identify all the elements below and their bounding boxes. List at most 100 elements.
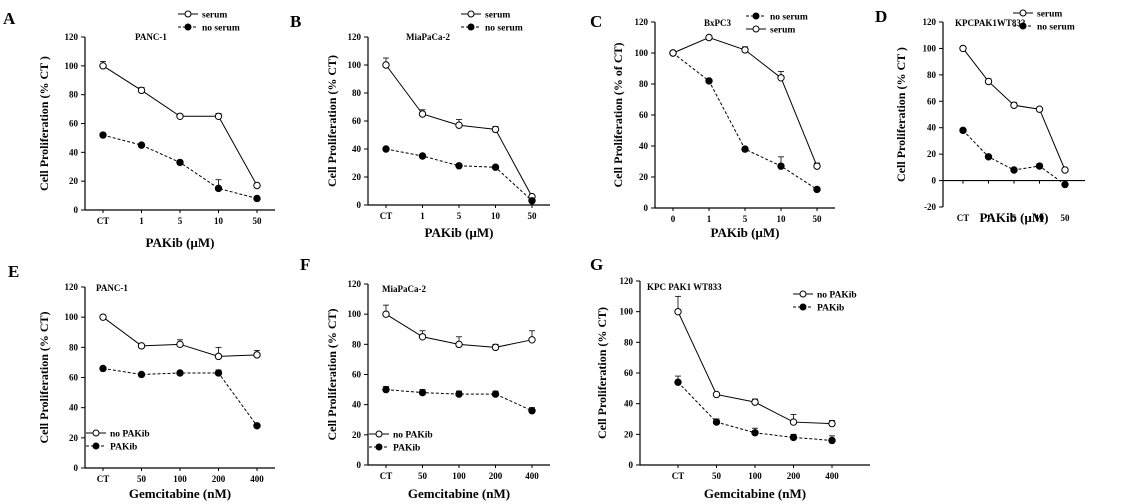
legend-marker bbox=[92, 429, 100, 437]
x-tick-label: CT bbox=[380, 471, 393, 481]
chart-panel-d: D -20 0 20 40 60 80 100 120 CT 1 5 10 50 KPCPAK1WT833 P… bbox=[875, 7, 1085, 225]
y-tick-label: 40 bbox=[352, 144, 362, 154]
data-point bbox=[1035, 105, 1044, 113]
legend-marker bbox=[375, 430, 383, 438]
series-1 bbox=[382, 385, 536, 415]
data-point bbox=[741, 145, 749, 153]
legend-label: no PAKib bbox=[817, 291, 857, 301]
x-axis-label: PAKib (µM) bbox=[146, 235, 215, 250]
legend-marker bbox=[467, 23, 475, 31]
x-tick-label: 50 bbox=[813, 214, 823, 224]
data-point bbox=[674, 307, 682, 316]
legend-marker bbox=[752, 12, 760, 20]
y-tick-label: 100 bbox=[65, 312, 79, 322]
series-0 bbox=[382, 57, 536, 201]
y-tick-label: 40 bbox=[69, 403, 79, 413]
data-point bbox=[382, 385, 390, 394]
x-tick-label: 50 bbox=[418, 471, 428, 481]
x-tick-label: 10 bbox=[1035, 213, 1045, 223]
y-tick-label: 100 bbox=[620, 307, 634, 317]
x-axis-label: PAKib (µM) bbox=[425, 225, 494, 240]
y-tick-label: 120 bbox=[65, 282, 79, 292]
data-point bbox=[418, 152, 427, 160]
data-point bbox=[455, 390, 463, 398]
y-tick-label: 0 bbox=[357, 200, 362, 210]
y-tick-label: 80 bbox=[624, 337, 634, 347]
legend-marker bbox=[799, 290, 807, 298]
y-tick-label: 100 bbox=[348, 309, 362, 319]
legend-marker bbox=[184, 23, 192, 31]
chart-title: MiaPaCa-2 bbox=[406, 32, 450, 42]
data-point bbox=[828, 419, 836, 428]
legend-label: no serum bbox=[485, 24, 523, 34]
data-point bbox=[789, 418, 798, 426]
legend-marker bbox=[184, 10, 192, 18]
data-point bbox=[214, 352, 223, 361]
data-point bbox=[214, 112, 223, 120]
data-point bbox=[984, 77, 993, 86]
legend-entry: serum bbox=[461, 10, 510, 21]
chart-title: KPC PAK1 WT833 bbox=[647, 282, 722, 292]
x-tick-label: 10 bbox=[214, 216, 224, 226]
series-0 bbox=[674, 295, 836, 428]
y-axis-label: Cell Proliferation (% CT) bbox=[37, 311, 51, 443]
panel-letter: C bbox=[590, 12, 602, 31]
data-point bbox=[137, 86, 146, 95]
y-tick-label: 100 bbox=[348, 60, 362, 70]
x-axis-label: Gemcitabine (nM) bbox=[704, 486, 806, 501]
series-line bbox=[672, 52, 818, 190]
y-tick-label: 60 bbox=[352, 116, 362, 126]
y-tick-label: 0 bbox=[629, 460, 634, 470]
x-axis-label: PAKib (µM) bbox=[980, 210, 1049, 225]
data-point bbox=[1010, 166, 1018, 174]
x-tick-label: 50 bbox=[712, 471, 722, 481]
legend-marker bbox=[1019, 22, 1027, 30]
y-tick-label: 100 bbox=[923, 43, 937, 53]
y-tick-label: 60 bbox=[639, 110, 649, 120]
y-tick-label: 20 bbox=[352, 430, 362, 440]
legend-label: PAKib bbox=[110, 443, 137, 453]
x-axis-label: PAKib (µM) bbox=[711, 225, 780, 240]
legend-marker bbox=[92, 442, 100, 450]
x-tick-label: 10 bbox=[491, 211, 501, 221]
chart-panel-a: A 0 20 40 60 80 100 120 CT 1 5 10 50 PANC-1 PAKib (µM)… bbox=[3, 9, 275, 250]
data-point bbox=[712, 418, 721, 426]
data-point bbox=[1035, 162, 1044, 170]
y-tick-label: 100 bbox=[635, 48, 649, 58]
chart-panel-g: G 0 20 40 60 80 100 120 CT 50 100 200 400 KPC PAK1 WT… bbox=[590, 255, 870, 501]
data-point bbox=[712, 390, 721, 399]
series-0 bbox=[99, 313, 261, 361]
y-tick-label: 0 bbox=[932, 176, 937, 186]
y-tick-label: 60 bbox=[352, 370, 362, 380]
chart-title: KPCPAK1WT833 bbox=[955, 18, 1026, 28]
data-point bbox=[455, 162, 463, 170]
chart-title: MiaPaCa-2 bbox=[382, 284, 426, 294]
y-tick-label: 20 bbox=[352, 172, 362, 182]
y-tick-label: 80 bbox=[69, 90, 79, 100]
y-tick-label: 120 bbox=[65, 32, 79, 42]
series-0 bbox=[959, 44, 1069, 174]
y-tick-label: -20 bbox=[924, 202, 936, 212]
data-point bbox=[777, 74, 785, 82]
y-tick-label: 80 bbox=[927, 70, 937, 80]
x-tick-label: 5 bbox=[457, 211, 462, 221]
y-tick-label: 120 bbox=[348, 279, 362, 289]
series-0 bbox=[99, 61, 261, 190]
x-tick-label: 5 bbox=[1012, 213, 1017, 223]
y-tick-label: 20 bbox=[69, 176, 79, 186]
y-tick-label: 100 bbox=[65, 61, 79, 71]
y-tick-label: 60 bbox=[69, 119, 79, 129]
y-axis-label: Cell Proliferation (% CT ) bbox=[894, 47, 908, 182]
series-1 bbox=[382, 145, 536, 205]
data-point bbox=[253, 181, 261, 190]
data-point bbox=[777, 162, 785, 170]
series-1 bbox=[674, 375, 836, 445]
y-tick-label: 20 bbox=[69, 433, 79, 443]
x-tick-label: 50 bbox=[1061, 213, 1071, 223]
y-tick-label: 0 bbox=[74, 463, 79, 473]
y-axis-label: Cell Proliferation (% CT ) bbox=[37, 56, 51, 191]
legend-entry: serum bbox=[178, 10, 227, 21]
x-tick-label: 50 bbox=[137, 474, 147, 484]
series-0 bbox=[382, 304, 536, 352]
